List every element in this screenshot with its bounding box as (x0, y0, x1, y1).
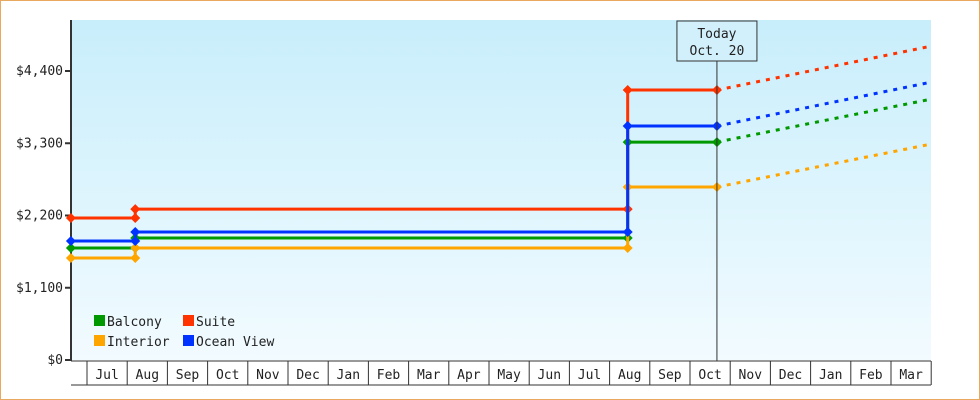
series-line-interior (70, 185, 717, 260)
legend-label-balcony: Balcony (107, 315, 162, 330)
data-point-interior (130, 243, 141, 254)
x-tick-label: Sep (176, 368, 200, 383)
x-tick-label: Mar (417, 368, 441, 383)
x-tick-label: Dec (779, 368, 802, 383)
series-interior (65, 142, 932, 263)
x-tick-label: Mar (899, 368, 923, 383)
legend-label-ocean-view: Ocean View (196, 335, 274, 350)
data-point-balcony (65, 243, 76, 254)
legend-label-suite: Suite (196, 315, 235, 330)
series-line-ocean-view (70, 124, 717, 243)
data-point-suite (130, 204, 141, 215)
today-date: Oct. 20 (690, 44, 745, 59)
data-point-interior (622, 243, 633, 254)
y-tick-label: $2,200 (16, 209, 63, 224)
data-point-suite (622, 85, 633, 96)
today-box (676, 20, 758, 62)
x-tick-label: Jan (819, 368, 842, 383)
x-tick-label: Dec (296, 368, 319, 383)
x-tick-label: Nov (739, 368, 763, 383)
x-tick-label: Apr (457, 368, 481, 383)
data-point-interior (65, 252, 76, 263)
x-tick-label: Feb (859, 368, 883, 383)
x-tick-label: Aug (136, 368, 159, 383)
data-point-ocean-view (622, 121, 633, 132)
data-point-interior (130, 252, 141, 263)
y-tick-label: $0 (47, 353, 63, 368)
data-point-suite (65, 212, 76, 223)
projection-line-suite (716, 44, 932, 92)
y-tick-label: $3,300 (16, 136, 63, 151)
series-suite (65, 44, 932, 223)
data-point-suite (130, 212, 141, 223)
x-tick-label: May (497, 368, 521, 383)
series-line-balcony (70, 140, 717, 250)
x-tick-label: Sep (658, 368, 682, 383)
data-point-ocean-view (130, 227, 141, 238)
x-tick-label: Aug (618, 368, 641, 383)
legend-swatch-suite (183, 315, 194, 326)
projection-line-interior (716, 142, 932, 189)
x-tick-label: Jun (538, 368, 561, 383)
x-tick-label: Oct (698, 368, 721, 383)
data-point-ocean-view (65, 236, 76, 247)
x-tick-label: Jan (337, 368, 360, 383)
projection-line-balcony (716, 97, 932, 144)
y-tick-label: $4,400 (16, 64, 63, 79)
series-ocean-view (65, 80, 932, 247)
plot-area (71, 20, 931, 360)
x-tick-label: Oct (216, 368, 239, 383)
x-tick-label: Feb (377, 368, 401, 383)
legend-label-interior: Interior (107, 335, 170, 350)
legend-swatch-interior (94, 335, 105, 346)
y-tick-label: $1,100 (16, 281, 63, 296)
legend-swatch-ocean-view (183, 335, 194, 346)
x-tick-label: Jul (578, 368, 601, 383)
x-tick-label: Nov (256, 368, 280, 383)
data-point-ocean-view (130, 236, 141, 247)
projection-line-ocean-view (716, 80, 932, 128)
x-tick-label: Jul (95, 368, 118, 383)
today-label: Today (697, 27, 736, 42)
series-line-suite (70, 88, 717, 220)
data-point-ocean-view (622, 227, 633, 238)
legend-swatch-balcony (94, 315, 105, 326)
